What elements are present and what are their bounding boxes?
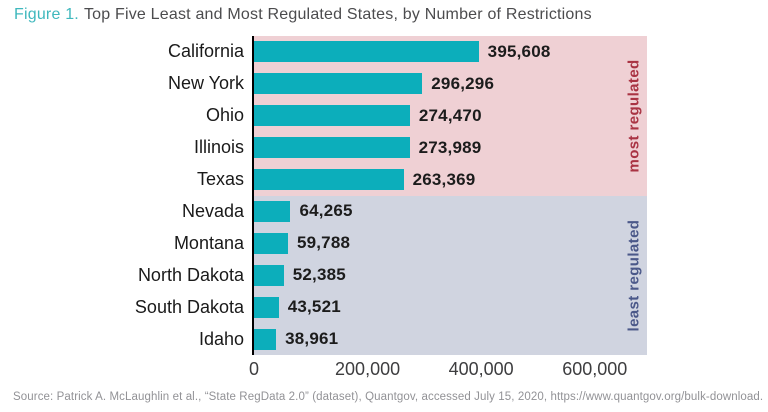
state-label: Idaho (198, 328, 244, 349)
chart-row: Texas 263,369 (0, 164, 647, 196)
value-label: 64,265 (299, 201, 353, 221)
bar-track: 263,369 (254, 164, 647, 196)
x-tick-label: 400,000 (448, 359, 514, 379)
value-label: 263,369 (412, 169, 476, 189)
value-label: 38,961 (285, 329, 339, 349)
bar-track: 395,608 (254, 36, 647, 68)
source-note: Source: Patrick A. McLaughlin et al., “S… (13, 391, 764, 403)
bar (254, 137, 410, 159)
bar (254, 264, 284, 286)
chart-row: New York 296,296 (0, 68, 647, 100)
state-label: California (167, 41, 244, 62)
y-axis-line (252, 36, 254, 355)
state-label: Nevada (181, 200, 244, 221)
chart-row: Nevada 64,265 (0, 196, 647, 228)
chart-row: Montana 59,788 (0, 227, 647, 259)
value-label: 296,296 (431, 73, 495, 93)
x-tick-label: 600,000 (562, 359, 628, 379)
bar-track: 64,265 (254, 196, 647, 228)
bar-track: 296,296 (254, 68, 647, 100)
x-tick-label: 200,000 (335, 359, 401, 379)
bar (254, 200, 291, 222)
state-label: Ohio (205, 105, 244, 126)
state-label: South Dakota (134, 296, 244, 317)
state-label: Illinois (193, 137, 244, 158)
bar-track: 59,788 (254, 227, 647, 259)
chart-row: South Dakota 43,521 (0, 291, 647, 323)
figure-number: Figure 1. (14, 6, 79, 23)
value-label: 59,788 (296, 233, 351, 253)
chart-rows: California 395,608 New York 296,296 Ohio 274,… (0, 36, 647, 355)
value-label: 43,521 (287, 297, 341, 317)
state-label: Texas (196, 169, 244, 190)
chart-row: California 395,608 (0, 36, 647, 68)
bar (254, 169, 404, 191)
bar-chart: most regulated least regulated Californi… (0, 36, 647, 355)
value-label: 274,470 (418, 105, 482, 125)
state-label: North Dakota (137, 264, 244, 285)
x-tick-label: 0 (248, 359, 260, 379)
chart-row: Ohio 274,470 (0, 100, 647, 132)
bar (254, 328, 277, 350)
bar-track: 273,989 (254, 132, 647, 164)
x-axis: 0 200,000 400,000 600,000 (249, 357, 647, 383)
bar (254, 105, 410, 127)
bar-track: 38,961 (254, 323, 647, 355)
chart-row: Idaho 38,961 (0, 323, 647, 355)
bar (254, 232, 288, 254)
bar-track: 274,470 (254, 100, 647, 132)
figure-title-text: Top Five Least and Most Regulated States… (83, 6, 592, 23)
state-label: Montana (173, 232, 244, 253)
state-label: New York (167, 73, 244, 94)
value-label: 395,608 (487, 41, 551, 61)
bar-track: 52,385 (254, 259, 647, 291)
bar (254, 41, 479, 63)
figure-title: Figure 1. Top Five Least and Most Regulat… (14, 6, 592, 24)
bar (254, 296, 279, 318)
bar (254, 73, 423, 95)
chart-row: North Dakota 52,385 (0, 259, 647, 291)
bar-track: 43,521 (254, 291, 647, 323)
plot-area: most regulated least regulated (254, 36, 647, 355)
value-label: 273,989 (418, 137, 482, 157)
value-label: 52,385 (292, 265, 346, 285)
least-regulated-region (254, 195, 647, 355)
chart-row: Illinois 273,989 (0, 132, 647, 164)
